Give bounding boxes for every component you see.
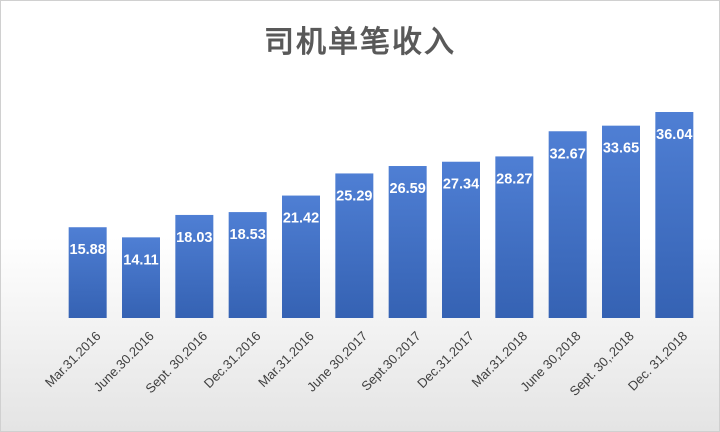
x-tick-label-8: Dec.31.2017 [414,328,477,391]
data-label-6: 25.29 [336,188,372,204]
bar-8 [442,161,480,318]
x-tick-label-4: Dec.31.2016 [201,328,264,391]
bar-4 [228,212,267,318]
bar-2 [122,237,160,318]
bar-10 [548,131,587,318]
data-label-4: 18.53 [230,227,266,243]
bar-5 [282,195,320,318]
bar-9 [495,156,534,318]
data-label-1: 15.88 [70,242,106,258]
data-label-8: 27.34 [443,177,479,193]
data-label-12: 36.04 [656,127,692,143]
data-label-11: 33.65 [603,141,639,157]
data-label-9: 28.27 [496,171,532,187]
bar-7 [388,166,427,318]
chart-title: 司机单笔收入 [264,25,456,60]
data-label-3: 18.03 [176,230,212,246]
data-label-5: 21.42 [283,211,319,227]
bar-1 [68,227,107,318]
bar-6 [335,173,374,318]
bar-3 [175,214,214,318]
data-label-7: 26.59 [390,181,426,197]
bar-11 [602,125,640,318]
bar-12 [655,112,694,318]
data-label-2: 14.11 [123,252,159,268]
data-label-10: 32.67 [550,146,586,162]
